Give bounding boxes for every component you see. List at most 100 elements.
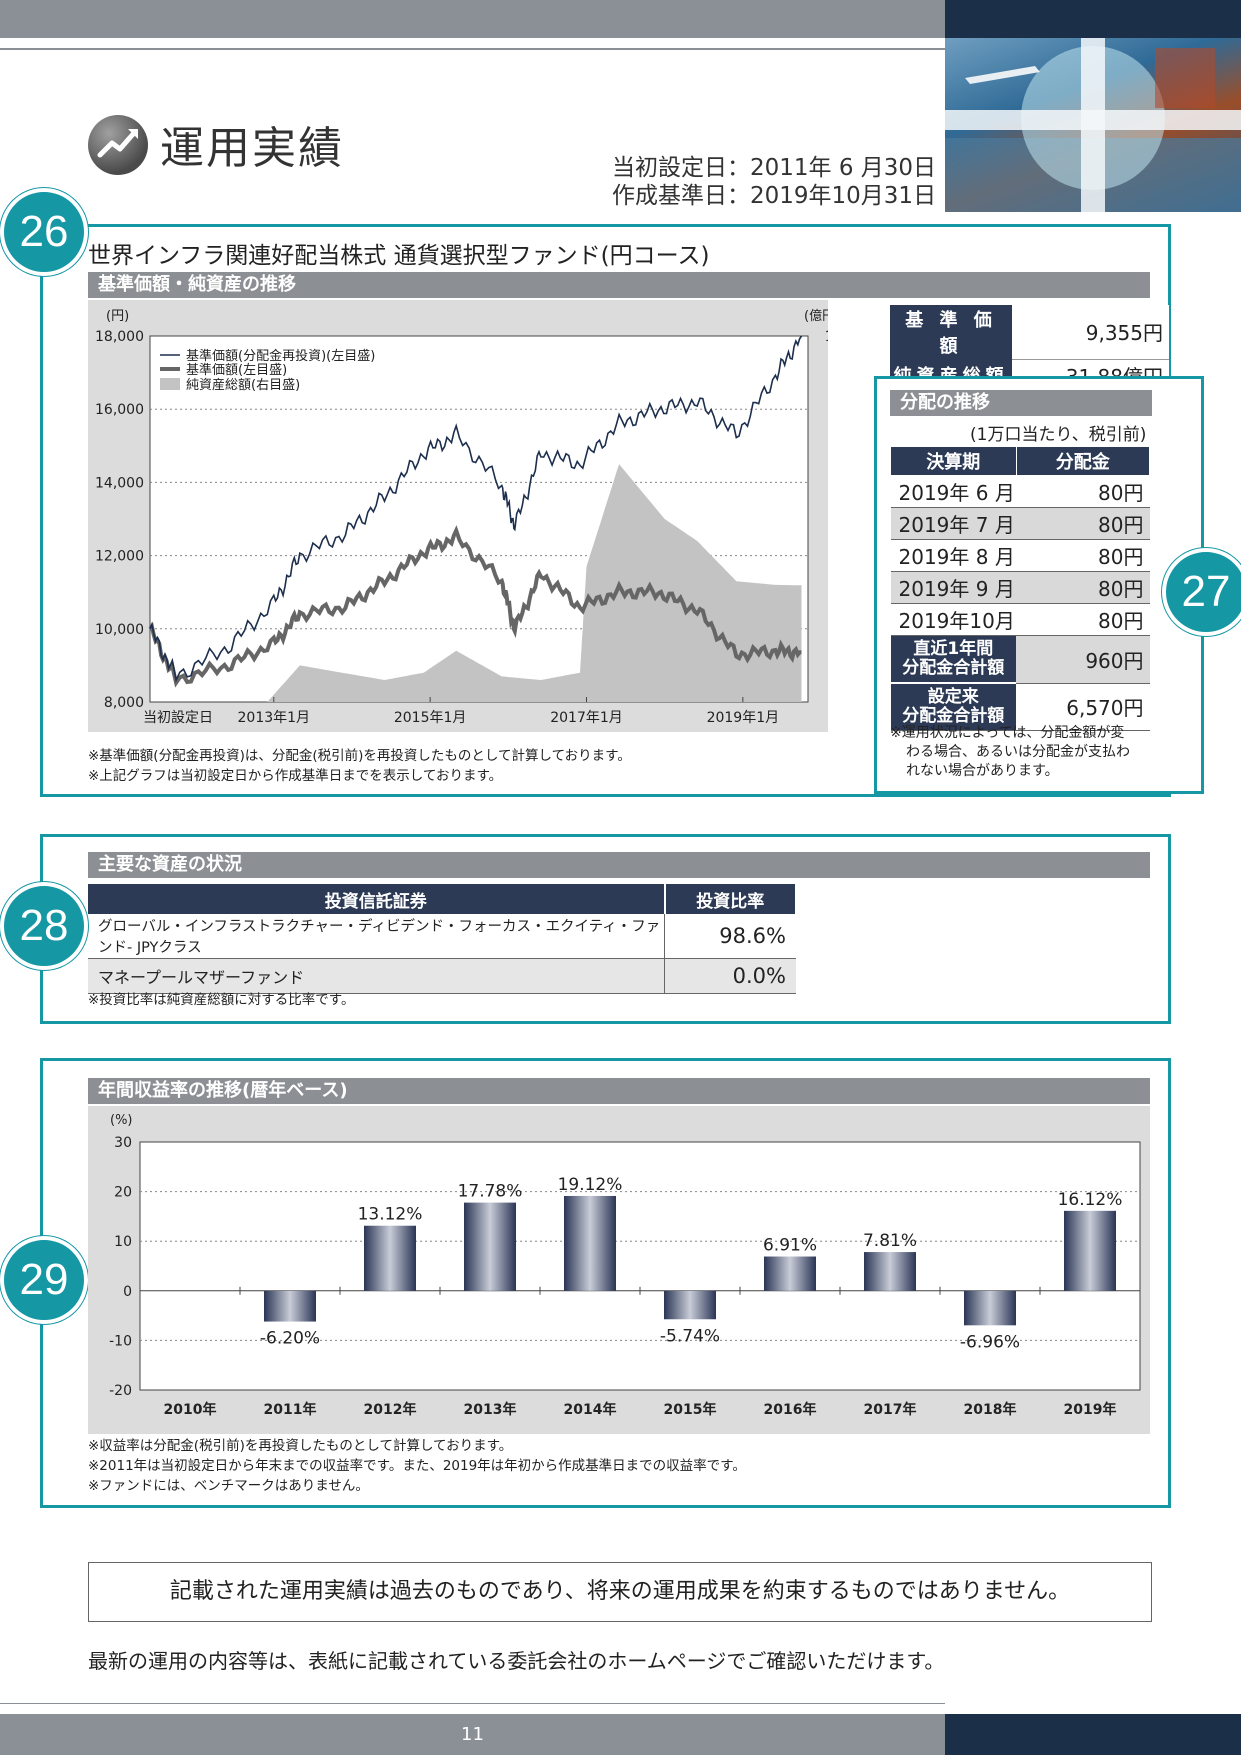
distribution-amount: 80円 [1016, 603, 1150, 636]
y-tick-label: 0 [123, 1284, 132, 1300]
return-bar [864, 1252, 916, 1291]
total-since-value: 6,570円 [1016, 683, 1150, 731]
legend-nav-reinvested: 基準価額(分配金再投資)(左目盛) [186, 348, 375, 364]
legend-aum: 純資産総額(右目盛) [186, 377, 300, 393]
y-left-tick: 16,000 [95, 402, 144, 418]
x-tick-label: 2018年 [964, 1401, 1017, 1418]
y-left-tick: 14,000 [95, 475, 144, 491]
total-row-since-inception: 設定来 分配金合計額 6,570円 [890, 682, 1150, 731]
y-right-tick: 100 [825, 329, 828, 345]
nav-series-line [148, 525, 802, 688]
x-tick-label: 2011年 [264, 1401, 317, 1418]
section-badge-28: 28 [0, 882, 88, 970]
nav-reinvested-series-line [149, 335, 803, 683]
asset-ratio: 0.0% [664, 958, 796, 994]
table-row: 2019年 8 月 80円 [890, 539, 1150, 572]
asset-name: グローバル・インフラストラクチャー・ディビデンド・フォーカス・エクイティ・ファン… [88, 914, 665, 959]
return-bar [364, 1225, 416, 1291]
distribution-amount: 80円 [1016, 539, 1150, 572]
distribution-date: 2019年 8 月 [890, 539, 1017, 572]
total-row-1y: 直近1年間 分配金合計額 960円 [890, 635, 1150, 684]
y-left-tick: 10,000 [95, 622, 144, 638]
total-since-label: 設定来 分配金合計額 [890, 682, 1017, 731]
x-tick-label: 2019年 [1064, 1401, 1117, 1418]
nav-label: 基 準 価 額 [890, 305, 1012, 359]
performance-disclaimer: 記載された運用実績は過去のものであり、将来の運用成果を約束するものではありません… [88, 1562, 1152, 1622]
page-number: 11 [461, 1724, 484, 1745]
asset-ratio: 98.6% [664, 914, 796, 959]
table-row: 2019年 6 月 80円 [890, 475, 1150, 508]
y-tick-label: 30 [114, 1135, 132, 1151]
return-data-label: -6.96% [960, 1332, 1020, 1352]
x-tick-label: 2019年1月 [707, 710, 780, 726]
y-left-tick: 12,000 [95, 549, 144, 565]
assets-heading: 主要な資産の状況 [88, 852, 1150, 878]
return-data-label: 16.12% [1058, 1190, 1123, 1210]
y-left-tick: 8,000 [104, 695, 144, 711]
returns-y-unit: (%) [110, 1113, 133, 1128]
section-badge-29: 29 [0, 1236, 88, 1324]
fund-name: 世界インフラ関連好配当株式 通貨選択型ファンド(円コース) [88, 243, 710, 269]
distribution-col-amount: 分配金 [1015, 446, 1151, 476]
header-rule [0, 48, 945, 50]
distribution-amount: 80円 [1016, 507, 1150, 540]
return-data-label: -6.20% [260, 1329, 320, 1349]
return-bar [664, 1290, 716, 1320]
return-data-label: 13.12% [358, 1205, 423, 1225]
x-tick-label: 2015年1月 [394, 710, 467, 726]
table-row: 2019年 7 月 80円 [890, 507, 1150, 540]
right-axis-unit: (億円) [804, 308, 828, 324]
header-bar-accent [945, 0, 1241, 38]
return-data-label: -5.74% [660, 1326, 720, 1346]
return-bar [464, 1202, 516, 1291]
return-bar [264, 1290, 316, 1322]
x-tick-label: 2017年1月 [550, 710, 623, 726]
assets-table: 投資信託証券 投資比率 グローバル・インフラストラクチャー・ディビデンド・フォー… [88, 884, 797, 994]
y-tick-label: -20 [109, 1383, 132, 1399]
distribution-date: 2019年 9 月 [890, 571, 1017, 604]
legend-nav: 基準価額(左目盛) [186, 362, 287, 378]
base-date: 作成基準日：2019年10月31日 [612, 183, 937, 209]
assets-col-name: 投資信託証券 [88, 884, 666, 914]
page-title: 運用実績 [160, 123, 344, 174]
table-row: マネープールマザーファンド 0.0% [88, 958, 796, 994]
returns-chart: -6.20% 13.12% 17.78% 19.12% -5.74% 6.91% 7.81%… [88, 1106, 1150, 1434]
left-axis-unit: (円) [106, 309, 129, 324]
x-tick-label: 2015年 [664, 1401, 717, 1418]
section-badge-26: 26 [0, 188, 88, 276]
table-row: 2019年10月 80円 [890, 603, 1150, 636]
nav-row: 基 準 価 額 9,355円 [890, 305, 1169, 360]
table-row: グローバル・インフラストラクチャー・ディビデンド・フォーカス・エクイティ・ファン… [88, 914, 796, 959]
nav-chart-heading: 基準価額・純資産の推移 [88, 272, 1150, 298]
x-tick-label: 2013年1月 [238, 710, 311, 726]
return-bar [964, 1290, 1016, 1326]
return-data-label: 19.12% [558, 1175, 623, 1195]
y-left-tick: 18,000 [95, 329, 144, 345]
asset-name: マネープールマザーファンド [88, 958, 665, 994]
distribution-note: ※運用状況によっては、分配金額が変 わる場合、あるいは分配金が支払わ れない場合… [890, 725, 1130, 779]
x-tick-label: 2010年 [164, 1401, 217, 1418]
inception-date: 当初設定日：2011年 6 月30日 [612, 155, 937, 181]
nav-note-2: ※上記グラフは当初設定日から作成基準日までを表示しております。 [88, 768, 503, 784]
footer-bar: 11 [0, 1714, 945, 1755]
returns-note-3: ※ファンドには、ベンチマークはありません。 [88, 1478, 369, 1494]
return-bar [1064, 1210, 1116, 1291]
aum-area-series [150, 464, 802, 702]
nav-value: 9,355円 [1012, 305, 1169, 360]
x-tick-label: 2012年 [364, 1401, 417, 1418]
total-1y-label: 直近1年間 分配金合計額 [890, 635, 1017, 684]
trend-up-icon [88, 115, 148, 175]
distribution-unit: (1万口当たり、税引前) [970, 425, 1147, 445]
distribution-date: 2019年 7 月 [890, 507, 1017, 540]
table-row: 2019年 9 月 80円 [890, 571, 1150, 604]
y-tick-label: 10 [114, 1234, 132, 1250]
return-data-label: 6.91% [763, 1236, 817, 1256]
return-data-label: 17.78% [458, 1182, 523, 1202]
footer-note: 最新の運用の内容等は、表紙に記載されている委託会社のホームページでご確認いただけ… [88, 1649, 945, 1673]
distribution-date: 2019年10月 [890, 603, 1017, 636]
section-badge-27: 27 [1162, 548, 1241, 636]
assets-note: ※投資比率は純資産総額に対する比率です。 [88, 992, 355, 1008]
assets-col-ratio: 投資比率 [664, 884, 797, 914]
header-bar [0, 0, 945, 38]
